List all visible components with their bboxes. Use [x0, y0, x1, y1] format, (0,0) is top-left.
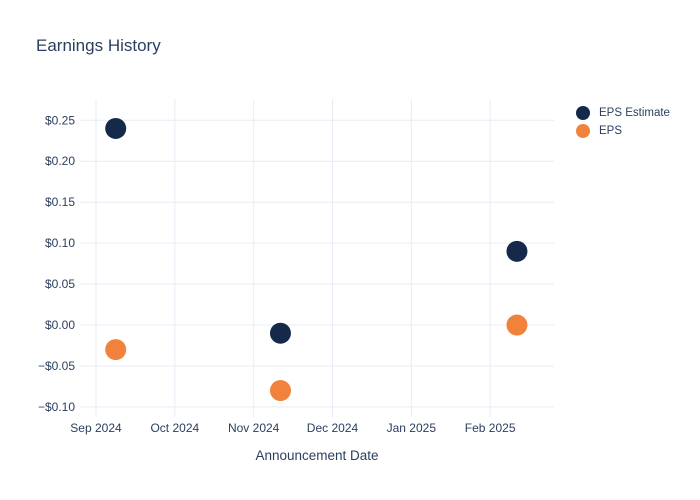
- x-tick-label: Sep 2024: [70, 421, 122, 435]
- eps-estimate-marker-icon: [576, 106, 590, 120]
- x-tick-label: Jan 2025: [387, 421, 437, 435]
- data-point-eps[interactable]: [269, 380, 291, 402]
- y-tick-label: $0.20: [45, 154, 75, 168]
- data-point-eps[interactable]: [105, 339, 127, 361]
- y-tick-label: −$0.10: [38, 400, 75, 414]
- data-point-eps-estimate[interactable]: [506, 240, 528, 262]
- y-tick-label: $0.05: [45, 277, 75, 291]
- data-point-eps[interactable]: [506, 314, 528, 336]
- x-tick-label: Nov 2024: [228, 421, 280, 435]
- legend-label-eps: EPS: [599, 125, 623, 137]
- y-tick-label: $0.25: [45, 113, 75, 127]
- legend-label-eps-estimate: EPS Estimate: [599, 107, 670, 119]
- legend-item-eps[interactable]: EPS: [576, 124, 670, 138]
- x-tick-label: Oct 2024: [150, 421, 199, 435]
- eps-marker-icon: [576, 124, 590, 138]
- y-tick-label: $0.10: [45, 236, 75, 250]
- legend-item-eps-estimate[interactable]: EPS Estimate: [576, 106, 670, 120]
- x-tick-label: Feb 2025: [465, 421, 516, 435]
- x-axis-title: Announcement Date: [255, 448, 379, 463]
- x-tick-label: Dec 2024: [307, 421, 359, 435]
- y-tick-label: $0.00: [45, 318, 75, 332]
- legend: EPS Estimate EPS: [576, 106, 670, 138]
- y-tick-label: −$0.05: [38, 359, 75, 373]
- y-tick-label: $0.15: [45, 195, 75, 209]
- data-point-eps-estimate[interactable]: [105, 117, 127, 139]
- data-point-eps-estimate[interactable]: [269, 322, 291, 344]
- chart-title: Earnings History: [36, 36, 161, 55]
